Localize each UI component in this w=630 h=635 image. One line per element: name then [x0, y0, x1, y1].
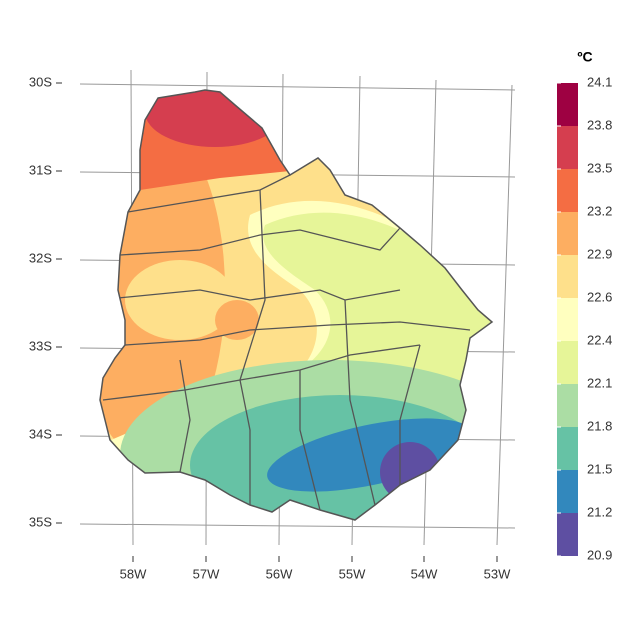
legend-title: ºC — [577, 49, 592, 65]
legend-swatch — [557, 341, 578, 384]
lon-label: 58W — [120, 566, 147, 581]
lon-label: 55W — [339, 566, 366, 581]
legend-label: 22.9 — [587, 246, 612, 261]
legend-swatch — [557, 513, 578, 556]
legend-label: 23.2 — [587, 203, 612, 218]
legend-label: 24.1 — [587, 74, 612, 89]
lat-label: 31S — [29, 162, 52, 177]
legend-label: 23.5 — [587, 160, 612, 175]
legend-label: 20.9 — [587, 547, 612, 562]
legend-swatch — [557, 427, 578, 470]
temperature-field — [100, 90, 492, 520]
legend-swatch — [557, 470, 578, 513]
lat-label: 35S — [29, 514, 52, 529]
legend-label: 22.1 — [587, 375, 612, 390]
lat-label: 30S — [29, 74, 52, 89]
lon-label: 54W — [411, 566, 438, 581]
legend-swatch — [557, 126, 578, 169]
lat-label: 34S — [29, 426, 52, 441]
legend-label: 21.8 — [587, 418, 612, 433]
legend-label: 22.4 — [587, 332, 612, 347]
lon-label: 53W — [484, 566, 511, 581]
legend-label: 21.2 — [587, 504, 612, 519]
legend-swatch — [557, 384, 578, 427]
lat-label: 32S — [29, 250, 52, 265]
legend-swatch — [557, 169, 578, 212]
lon-label: 57W — [193, 566, 220, 581]
legend-label: 21.5 — [587, 461, 612, 476]
lon-label: 56W — [266, 566, 293, 581]
legend-swatch — [557, 212, 578, 255]
legend-label: 22.6 — [587, 289, 612, 304]
legend-swatch — [557, 255, 578, 298]
lat-label: 33S — [29, 338, 52, 353]
legend-label: 23.8 — [587, 117, 612, 132]
legend-swatch — [557, 298, 578, 341]
legend-swatch — [557, 83, 578, 126]
